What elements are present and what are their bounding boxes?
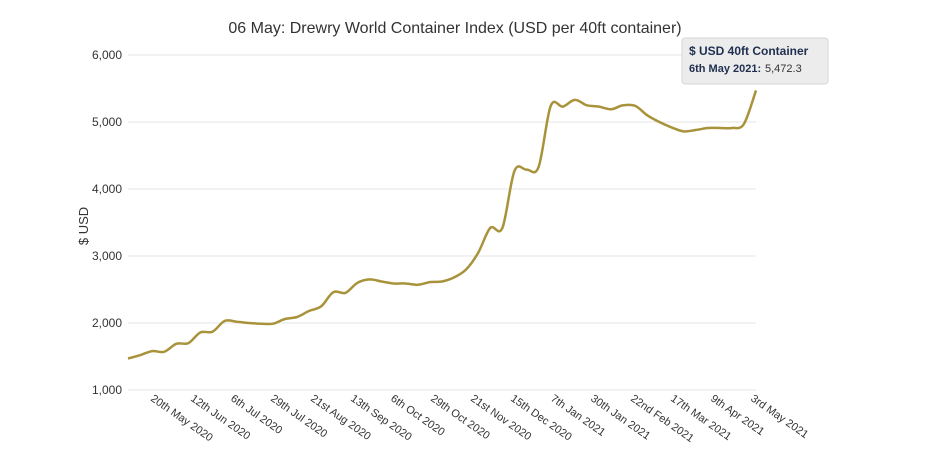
gridlines	[128, 54, 756, 391]
y-tick-label: 1,000	[92, 383, 122, 397]
series-line	[127, 89, 758, 360]
tooltip-point-value: 5,472.3	[765, 63, 802, 75]
tooltip: $ USD 40ft Container 6th May 2021: 5,472…	[681, 37, 829, 85]
tooltip-point-label: 6th May 2021:	[689, 63, 761, 75]
y-tick-label: 2,000	[92, 316, 122, 330]
series-layer	[127, 89, 758, 360]
y-axis-label: $ USD	[76, 207, 91, 245]
tooltip-title: $ USD 40ft Container	[689, 44, 809, 58]
tooltip-box	[681, 37, 829, 85]
y-tick-label: 6,000	[92, 48, 122, 62]
y-tick-label: 3,000	[92, 249, 122, 263]
y-tick-label: 5,000	[92, 115, 122, 129]
chart-title: 06 May: Drewry World Container Index (US…	[228, 20, 681, 37]
y-tick-label: 4,000	[92, 182, 122, 196]
y-axis-tick-labels: 1,000 2,000 3,000 4,000 5,000 6,000	[92, 48, 122, 397]
